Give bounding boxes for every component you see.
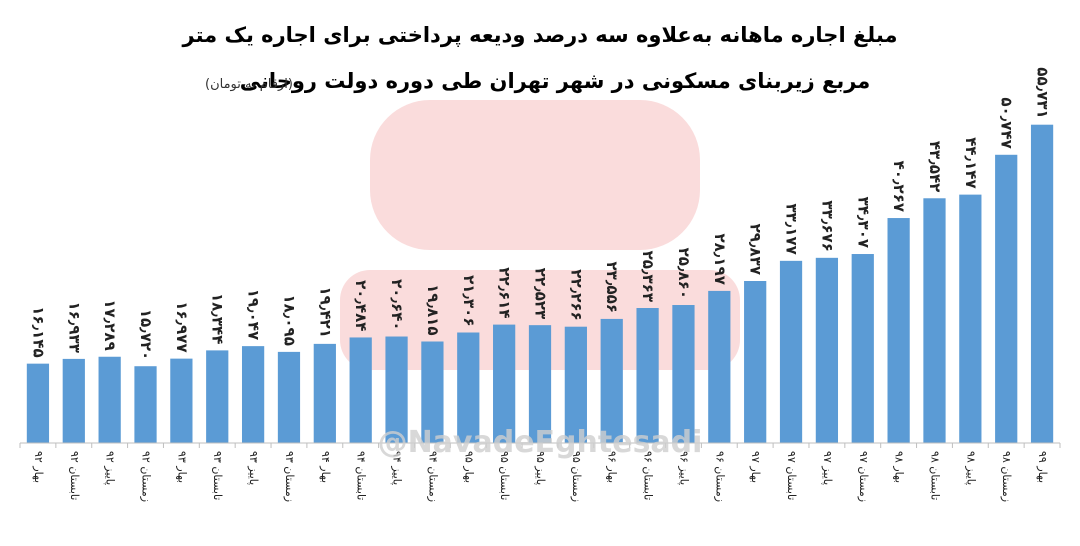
bar bbox=[98, 356, 121, 443]
value-label: ۱۶٫۹۷۷ bbox=[173, 301, 191, 352]
value-label: ۲۰٫۶۴۰ bbox=[388, 279, 406, 330]
bar bbox=[923, 198, 946, 443]
bar bbox=[744, 281, 767, 443]
x-tick-label: پاییز ۹۵ bbox=[534, 451, 547, 485]
bar bbox=[600, 318, 623, 443]
x-tick-label: بهار ۹۲ bbox=[32, 451, 45, 483]
x-tick-label: زمستان ۹۵ bbox=[570, 451, 583, 502]
bar bbox=[134, 366, 157, 443]
value-label: ۲۵٫۳۶۳ bbox=[639, 251, 657, 302]
x-tick-label: تابستان ۹۷ bbox=[785, 451, 798, 500]
value-label: ۱۸٫۳۴۴ bbox=[209, 293, 227, 344]
bar bbox=[1030, 124, 1054, 444]
bar bbox=[708, 290, 731, 443]
x-tick-label: زمستان ۹۸ bbox=[1000, 451, 1013, 502]
x-tick-label: بهار ۹۸ bbox=[893, 451, 906, 483]
x-tick-label: تابستان ۹۶ bbox=[642, 451, 655, 500]
x-tick-label: پاییز ۹۳ bbox=[247, 451, 260, 485]
bar bbox=[385, 336, 408, 443]
x-tick-label: تابستان ۹۵ bbox=[498, 451, 511, 500]
bar bbox=[349, 337, 372, 443]
plot-area: ۱۶٫۱۴۵ بهار ۹۲ ۱۶٫۹۳۳ تابستان ۹۲ ۱۷٫۲۸۹ پاییز… bbox=[19, 67, 1061, 502]
bar bbox=[206, 350, 229, 443]
value-label: ۳۴٫۳۰۷ bbox=[854, 197, 872, 248]
x-tick-label: پاییز ۹۸ bbox=[964, 451, 977, 485]
value-label: ۱۷٫۲۸۹ bbox=[101, 299, 119, 350]
value-label: ۲۸٫۱۹۷ bbox=[711, 234, 729, 285]
x-tick-label: بهار ۹۴ bbox=[319, 451, 332, 483]
bar bbox=[672, 305, 695, 443]
bar bbox=[170, 358, 193, 443]
x-tick-label: پاییز ۹۶ bbox=[677, 451, 690, 485]
value-label: ۲۲٫۵۲۳ bbox=[532, 268, 550, 319]
value-label: ۲۵٫۸۶۰ bbox=[675, 248, 693, 299]
x-tick-label: بهار ۹۶ bbox=[606, 451, 619, 483]
x-tick-label: بهار ۹۹ bbox=[1036, 451, 1049, 483]
value-label: ۲۲٫۲۶۶ bbox=[567, 269, 585, 320]
value-label: ۴۴٫۱۴۷ bbox=[962, 137, 980, 188]
x-tick-label: پاییز ۹۲ bbox=[104, 451, 117, 485]
x-tick-label: تابستان ۹۸ bbox=[928, 451, 941, 500]
bar bbox=[779, 260, 803, 443]
bar bbox=[241, 346, 265, 443]
value-label: ۵۰٫۷۴۷ bbox=[998, 97, 1016, 148]
bar bbox=[815, 257, 839, 443]
value-label: ۱۶٫۹۳۳ bbox=[65, 302, 83, 353]
bar bbox=[493, 324, 516, 443]
x-tick-label: تابستان ۹۳ bbox=[211, 451, 224, 500]
x-tick-label: پاییز ۹۷ bbox=[821, 451, 834, 485]
value-label: ۱۵٫۷۲۰ bbox=[137, 309, 155, 360]
watermark: @NavadeEghtesadi bbox=[378, 425, 703, 460]
value-label: ۲۳٫۵۵۶ bbox=[603, 262, 621, 313]
x-tick-label: زمستان ۹۲ bbox=[140, 451, 153, 502]
bar bbox=[995, 154, 1018, 443]
x-tick-label: بهار ۹۳ bbox=[175, 451, 188, 483]
bar bbox=[528, 325, 552, 443]
x-tick-label: زمستان ۹۶ bbox=[713, 451, 726, 502]
value-label: ۲۲٫۶۱۴ bbox=[496, 267, 514, 318]
bar bbox=[887, 218, 910, 443]
bar bbox=[851, 254, 874, 443]
value-label: ۴۳٫۵۴۲ bbox=[926, 141, 944, 192]
bar bbox=[959, 194, 982, 443]
value-label: ۱۶٫۱۴۵ bbox=[29, 306, 47, 357]
bar bbox=[313, 343, 336, 443]
bar bbox=[636, 308, 659, 443]
value-label: ۲۱٫۳۰۶ bbox=[460, 275, 478, 326]
value-label: ۲۰٫۴۸۴ bbox=[352, 280, 370, 331]
value-label: ۱۸٫۰۹۵ bbox=[280, 294, 298, 345]
x-tick-label: پاییز ۹۴ bbox=[391, 451, 404, 485]
x-tick-label: تابستان ۹۴ bbox=[355, 451, 368, 500]
x-tick-label: زمستان ۹۳ bbox=[283, 451, 296, 502]
x-tick-label: تابستان ۹۲ bbox=[68, 451, 81, 500]
value-label: ۱۹٫۰۴۷ bbox=[245, 289, 263, 340]
unit-note: (ارقام به تومان) bbox=[205, 77, 293, 92]
value-label: ۱۹٫۴۲۱ bbox=[316, 286, 334, 337]
bar bbox=[277, 351, 301, 443]
bar bbox=[62, 358, 85, 443]
bar bbox=[421, 341, 444, 443]
x-tick-label: زمستان ۹۴ bbox=[426, 451, 439, 502]
chart-title: مبلغ اجاره ماهانه به‌علاوه سه درصد ودیعه… bbox=[182, 23, 898, 47]
x-tick-label: بهار ۹۷ bbox=[749, 451, 762, 483]
chart-subtitle: مربع زیربنای مسکونی در شهر تهران طی دوره… bbox=[240, 69, 871, 93]
value-label: ۳۳٫۱۷۷ bbox=[783, 203, 801, 254]
value-label: ۳۳٫۶۷۶ bbox=[818, 200, 836, 251]
value-label: ۲۹٫۸۳۷ bbox=[747, 224, 765, 275]
x-tick-label: زمستان ۹۷ bbox=[857, 451, 870, 502]
value-label: ۱۹٫۸۱۵ bbox=[424, 284, 442, 335]
x-tick-label: بهار ۹۵ bbox=[462, 451, 475, 483]
bar bbox=[26, 363, 50, 443]
bar bbox=[564, 326, 587, 443]
bar bbox=[457, 332, 480, 443]
value-label: ۴۰٫۲۶۷ bbox=[890, 161, 908, 212]
value-label: ۵۵٫۷۳۱ bbox=[1034, 67, 1052, 118]
